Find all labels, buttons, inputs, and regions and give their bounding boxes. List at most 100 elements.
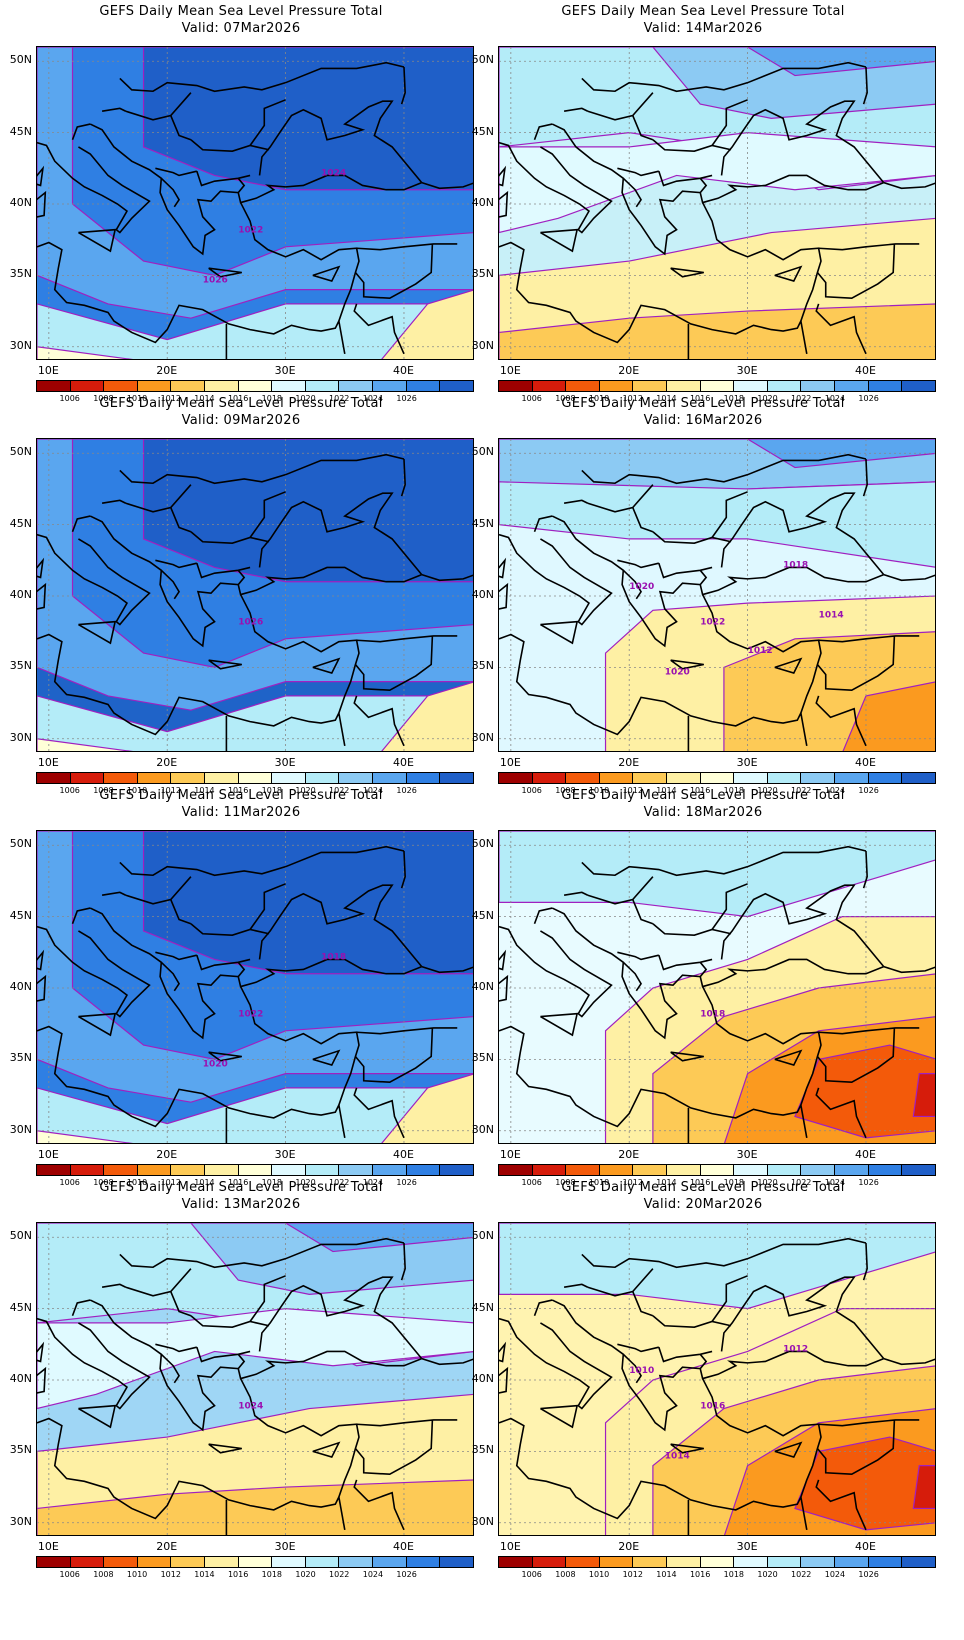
longitude-label: 40E — [392, 1148, 414, 1161]
coastline — [581, 845, 867, 877]
coastline — [37, 1378, 360, 1520]
latitude-label: 30N — [9, 1514, 32, 1528]
coastline — [540, 228, 579, 253]
map-area: 1022 1020 1018 1020 1014 1012 — [498, 438, 936, 752]
map-panel: GEFS Daily Mean Sea Level Pressure Total… — [0, 784, 482, 1194]
coastline — [354, 1027, 434, 1084]
coastline — [125, 876, 192, 905]
coastline — [356, 1419, 458, 1427]
coastline — [160, 177, 180, 208]
latitude-label: 35N — [9, 267, 32, 281]
coastline — [160, 961, 180, 992]
latitude-label: 45N — [9, 516, 32, 530]
coastline — [800, 320, 808, 355]
colorbar-swatch — [104, 773, 138, 783]
longitude-label: 10E — [499, 364, 521, 377]
coastline — [89, 515, 423, 648]
longitude-label: 20E — [156, 1148, 178, 1161]
colorbar-label: 1012 — [160, 1178, 181, 1187]
colorbar-swatch — [868, 1165, 903, 1175]
colorbar-label: 1018 — [261, 1570, 283, 1579]
coastline — [89, 907, 423, 1040]
longitude-label: 20E — [618, 756, 640, 769]
coastline — [632, 899, 654, 925]
isobar-label: 1026 — [238, 618, 263, 628]
latitude-label: 40N — [9, 588, 32, 601]
coastline — [37, 165, 45, 187]
colorbar-label: 1018 — [261, 786, 283, 795]
colorbar-swatch — [171, 773, 206, 783]
colorbar-label: 1012 — [160, 786, 181, 795]
coastline — [421, 573, 473, 582]
colorbar-label: 1024 — [824, 1570, 846, 1579]
coastline — [632, 115, 654, 141]
colorbar-swatch — [171, 1165, 206, 1175]
coastline — [237, 569, 246, 586]
coastline — [400, 66, 406, 105]
colorbar-swatch — [104, 381, 138, 391]
coastline — [190, 531, 270, 544]
coastline — [125, 92, 192, 121]
colorbar-swatch — [734, 1165, 768, 1175]
colorbar-label: 1024 — [362, 1178, 384, 1187]
colorbar-swatch — [599, 1557, 634, 1567]
colorbar-swatch — [339, 1165, 374, 1175]
colorbar-swatch — [499, 381, 533, 391]
map-panel: GEFS Daily Mean Sea Level Pressure Total… — [462, 392, 944, 802]
colorbar-swatch — [373, 1165, 407, 1175]
coastline — [499, 533, 613, 626]
colorbar-label: 1014 — [194, 1178, 215, 1187]
coastline — [37, 949, 45, 971]
isobar-label: 1014 — [665, 1452, 690, 1462]
coastline — [563, 107, 589, 113]
coastline — [617, 1343, 659, 1353]
colorbar-swatch — [532, 1557, 567, 1567]
colorbar-label: 1006 — [521, 1570, 542, 1579]
longitude-label: 30E — [274, 364, 296, 377]
coastline — [499, 557, 507, 579]
coastline — [658, 562, 713, 579]
coastline — [119, 1237, 405, 1269]
latitude-label: 50N — [471, 53, 494, 67]
colorbar-swatch — [440, 1557, 473, 1567]
coastline — [815, 695, 867, 747]
coastline — [658, 170, 713, 187]
colorbar-swatch — [440, 381, 473, 391]
isobar-label: 1022 — [700, 618, 725, 628]
coastline — [196, 562, 251, 579]
colorbar-swatch — [440, 1165, 473, 1175]
colorbar-label: 1010 — [588, 394, 610, 403]
longitude-label: 30E — [736, 756, 758, 769]
coastline — [338, 320, 346, 355]
coastline — [338, 1104, 346, 1139]
longitude-label: 20E — [156, 364, 178, 377]
colorbar-label: 1018 — [723, 394, 745, 403]
pressure-map: 1022 1020 1018 — [37, 831, 473, 1143]
coastline — [170, 115, 192, 141]
colorbar-label: 1018 — [723, 1178, 745, 1187]
colorbar-label: 1014 — [656, 1570, 677, 1579]
coastline — [312, 1049, 341, 1067]
coastline — [862, 850, 868, 889]
pressure-map: 1026 — [37, 439, 473, 751]
coastline — [125, 484, 192, 513]
coastline — [101, 1283, 127, 1289]
colorbar-label: 1026 — [858, 1570, 879, 1579]
coastline — [622, 1353, 642, 1384]
longitude-label: 40E — [392, 756, 414, 769]
coastline — [587, 1268, 654, 1297]
colorbar-label: 1012 — [622, 394, 643, 403]
coastline — [499, 202, 822, 344]
latitude-label: 30N — [471, 1514, 494, 1528]
panel-valid-date: Valid: 07Mar2026 — [181, 21, 301, 36]
colorbar-label: 1024 — [362, 1570, 384, 1579]
coastline — [71, 123, 91, 141]
coastline — [119, 845, 405, 877]
coastline — [533, 1299, 553, 1317]
coastline — [196, 1346, 251, 1363]
coastline — [499, 582, 509, 610]
isobar-label: 1024 — [321, 168, 346, 178]
panel-title: GEFS Daily Mean Sea Level Pressure Total — [99, 788, 383, 803]
map-panel: GEFS Daily Mean Sea Level Pressure Total… — [462, 0, 944, 410]
colorbar-label: 1014 — [194, 1570, 215, 1579]
